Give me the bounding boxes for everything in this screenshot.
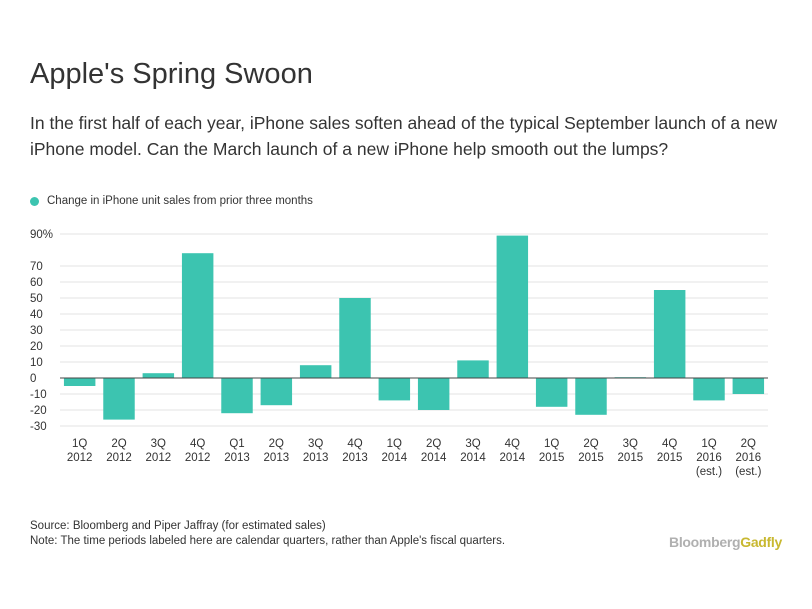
x-tick-label: (est.) bbox=[735, 466, 761, 478]
y-tick-label: 40 bbox=[30, 309, 43, 321]
x-tick-label: 4Q bbox=[190, 438, 205, 450]
x-tick-label: 2014 bbox=[421, 452, 447, 464]
bar bbox=[732, 378, 765, 394]
x-tick-label: 2012 bbox=[106, 452, 132, 464]
x-tick-label: 2015 bbox=[618, 452, 644, 464]
y-tick-label: -30 bbox=[30, 421, 47, 433]
legend-swatch bbox=[30, 196, 39, 206]
y-tick-label: 60 bbox=[30, 277, 43, 289]
y-tick-label: 90% bbox=[30, 229, 53, 241]
x-tick-label: 4Q bbox=[662, 438, 677, 450]
x-tick-label: 2016 bbox=[696, 452, 722, 464]
bar bbox=[653, 290, 686, 378]
x-tick-label: 2015 bbox=[578, 452, 604, 464]
x-tick-label: 2013 bbox=[224, 452, 250, 464]
x-tick-label: 2015 bbox=[657, 452, 683, 464]
y-tick-label: 20 bbox=[30, 341, 43, 353]
x-tick-label: 4Q bbox=[347, 438, 362, 450]
bar bbox=[221, 378, 253, 414]
bar bbox=[457, 360, 489, 378]
y-tick-label: -10 bbox=[30, 389, 47, 401]
bar bbox=[299, 365, 332, 378]
source-note: Source: Bloomberg and Piper Jaffray (for… bbox=[30, 520, 326, 532]
chart-title: Apple's Spring Swoon bbox=[30, 58, 313, 90]
x-tick-label: 2012 bbox=[185, 452, 211, 464]
x-tick-label: (est.) bbox=[696, 466, 722, 478]
x-tick-label: 2Q bbox=[741, 438, 756, 450]
x-tick-label: 3Q bbox=[623, 438, 638, 450]
bar bbox=[339, 298, 371, 378]
x-tick-label: 2Q bbox=[426, 438, 441, 450]
y-tick-label: 0 bbox=[30, 373, 36, 385]
x-tick-label: 2016 bbox=[736, 452, 762, 464]
x-tick-label: 2013 bbox=[303, 452, 329, 464]
footer: Source: Bloomberg and Piper Jaffray (for… bbox=[30, 519, 505, 549]
x-tick-label: 2015 bbox=[539, 452, 565, 464]
x-tick-label: 2012 bbox=[146, 452, 172, 464]
x-tick-label: 2013 bbox=[342, 452, 368, 464]
bar bbox=[378, 378, 411, 401]
bar bbox=[693, 378, 725, 401]
x-tick-label: 2013 bbox=[264, 452, 290, 464]
bar bbox=[103, 378, 135, 420]
bar bbox=[417, 378, 450, 410]
x-tick-label: 3Q bbox=[151, 438, 166, 450]
chart-subtitle: In the first half of each year, iPhone s… bbox=[30, 113, 778, 159]
x-tick-label: 3Q bbox=[465, 438, 480, 450]
y-tick-label: 70 bbox=[30, 261, 43, 273]
x-tick-label: 2Q bbox=[111, 438, 126, 450]
x-tick-label: 1Q bbox=[701, 438, 716, 450]
bar bbox=[142, 373, 175, 378]
y-tick-label: 30 bbox=[30, 325, 43, 337]
x-tick-label: 2014 bbox=[460, 452, 486, 464]
bar bbox=[496, 235, 529, 378]
x-tick-label: 2Q bbox=[583, 438, 598, 450]
x-tick-label: 4Q bbox=[505, 438, 520, 450]
bar bbox=[63, 378, 96, 386]
bar bbox=[535, 378, 568, 407]
legend: Change in iPhone unit sales from prior t… bbox=[30, 195, 313, 207]
brand-logo: BloombergGadfly bbox=[669, 534, 782, 550]
x-tick-label: 2Q bbox=[269, 438, 284, 450]
x-tick-label: 1Q bbox=[387, 438, 402, 450]
x-tick-label: 2012 bbox=[67, 452, 93, 464]
x-tick-label: 1Q bbox=[72, 438, 87, 450]
brand-logo-part1: Bloomberg bbox=[669, 534, 741, 550]
y-tick-label: 10 bbox=[30, 357, 43, 369]
x-tick-label: 3Q bbox=[308, 438, 323, 450]
y-tick-label: -20 bbox=[30, 405, 47, 417]
x-tick-label: Q1 bbox=[229, 438, 244, 450]
brand-logo-part2: Gadfly bbox=[740, 534, 782, 550]
methodology-note: Note: The time periods labeled here are … bbox=[30, 535, 506, 547]
bar bbox=[181, 253, 214, 378]
bar bbox=[575, 378, 607, 415]
legend-label: Change in iPhone unit sales from prior t… bbox=[47, 195, 313, 207]
y-tick-label: 50 bbox=[30, 293, 43, 305]
bar bbox=[260, 378, 293, 406]
x-tick-label: 2014 bbox=[500, 452, 526, 464]
x-tick-label: 1Q bbox=[544, 438, 559, 450]
x-tick-label: 2014 bbox=[382, 452, 408, 464]
